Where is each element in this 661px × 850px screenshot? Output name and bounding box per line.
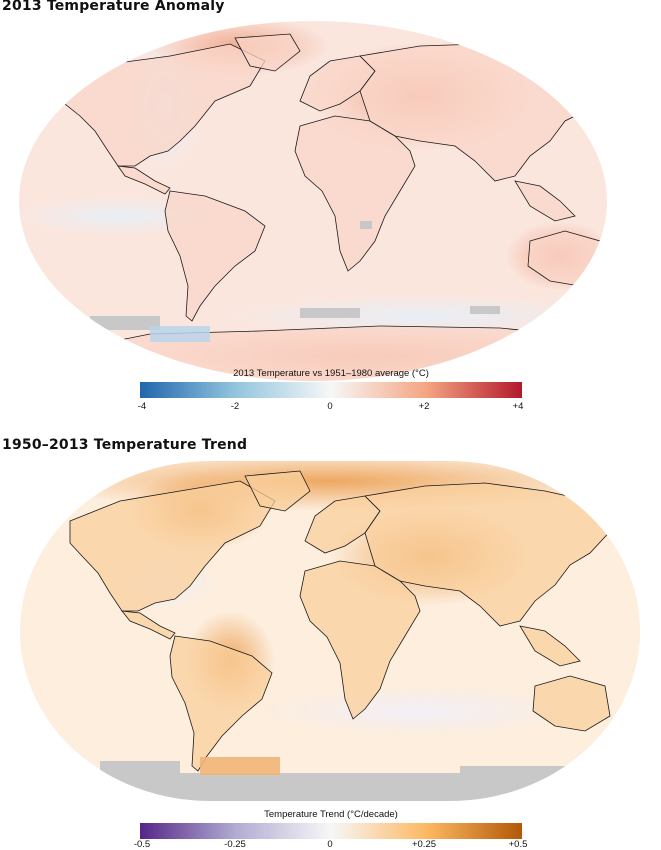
anomaly-title: 2013 Temperature Anomaly	[2, 0, 225, 14]
trend-colorbar	[140, 823, 522, 839]
anomaly-tick: 0	[327, 401, 333, 412]
greenland	[244, 470, 311, 512]
asia	[364, 482, 616, 627]
anomaly-panel: 2013 Temperature Anomaly	[0, 0, 661, 420]
trend-tick: 0	[327, 839, 333, 850]
north-america	[59, 43, 266, 167]
trend-tick: -0.25	[224, 839, 246, 850]
trend-panel: 1950–2013 Temperature Trend	[0, 433, 661, 850]
southeast-asia	[519, 625, 581, 667]
anomaly-tick: +4	[512, 401, 524, 412]
trend-tick: +0.25	[411, 839, 437, 850]
south-america	[169, 635, 273, 772]
australia	[532, 675, 611, 732]
land-masses	[69, 470, 616, 772]
trend-title: 1950–2013 Temperature Trend	[2, 437, 248, 453]
anomaly-tick: +2	[418, 401, 430, 412]
anomaly-map	[19, 21, 607, 381]
anomaly-tick: -2	[230, 401, 240, 412]
central-america	[117, 165, 171, 195]
greenland	[234, 33, 301, 72]
anomaly-tick: -4	[137, 401, 147, 412]
trend-map	[20, 461, 640, 801]
south-america	[164, 190, 266, 322]
southeast-asia	[514, 180, 576, 222]
trend-tick: +0.5	[508, 839, 528, 850]
central-america	[121, 610, 176, 640]
north-america	[69, 480, 276, 612]
anomaly-colorbar-label: 2013 Temperature vs 1951–1980 average (°…	[233, 368, 429, 379]
anomaly-colorbar	[140, 382, 522, 398]
trend-colorbar-label: Temperature Trend (°C/decade)	[264, 809, 398, 820]
trend-tick: -0.5	[133, 839, 151, 850]
